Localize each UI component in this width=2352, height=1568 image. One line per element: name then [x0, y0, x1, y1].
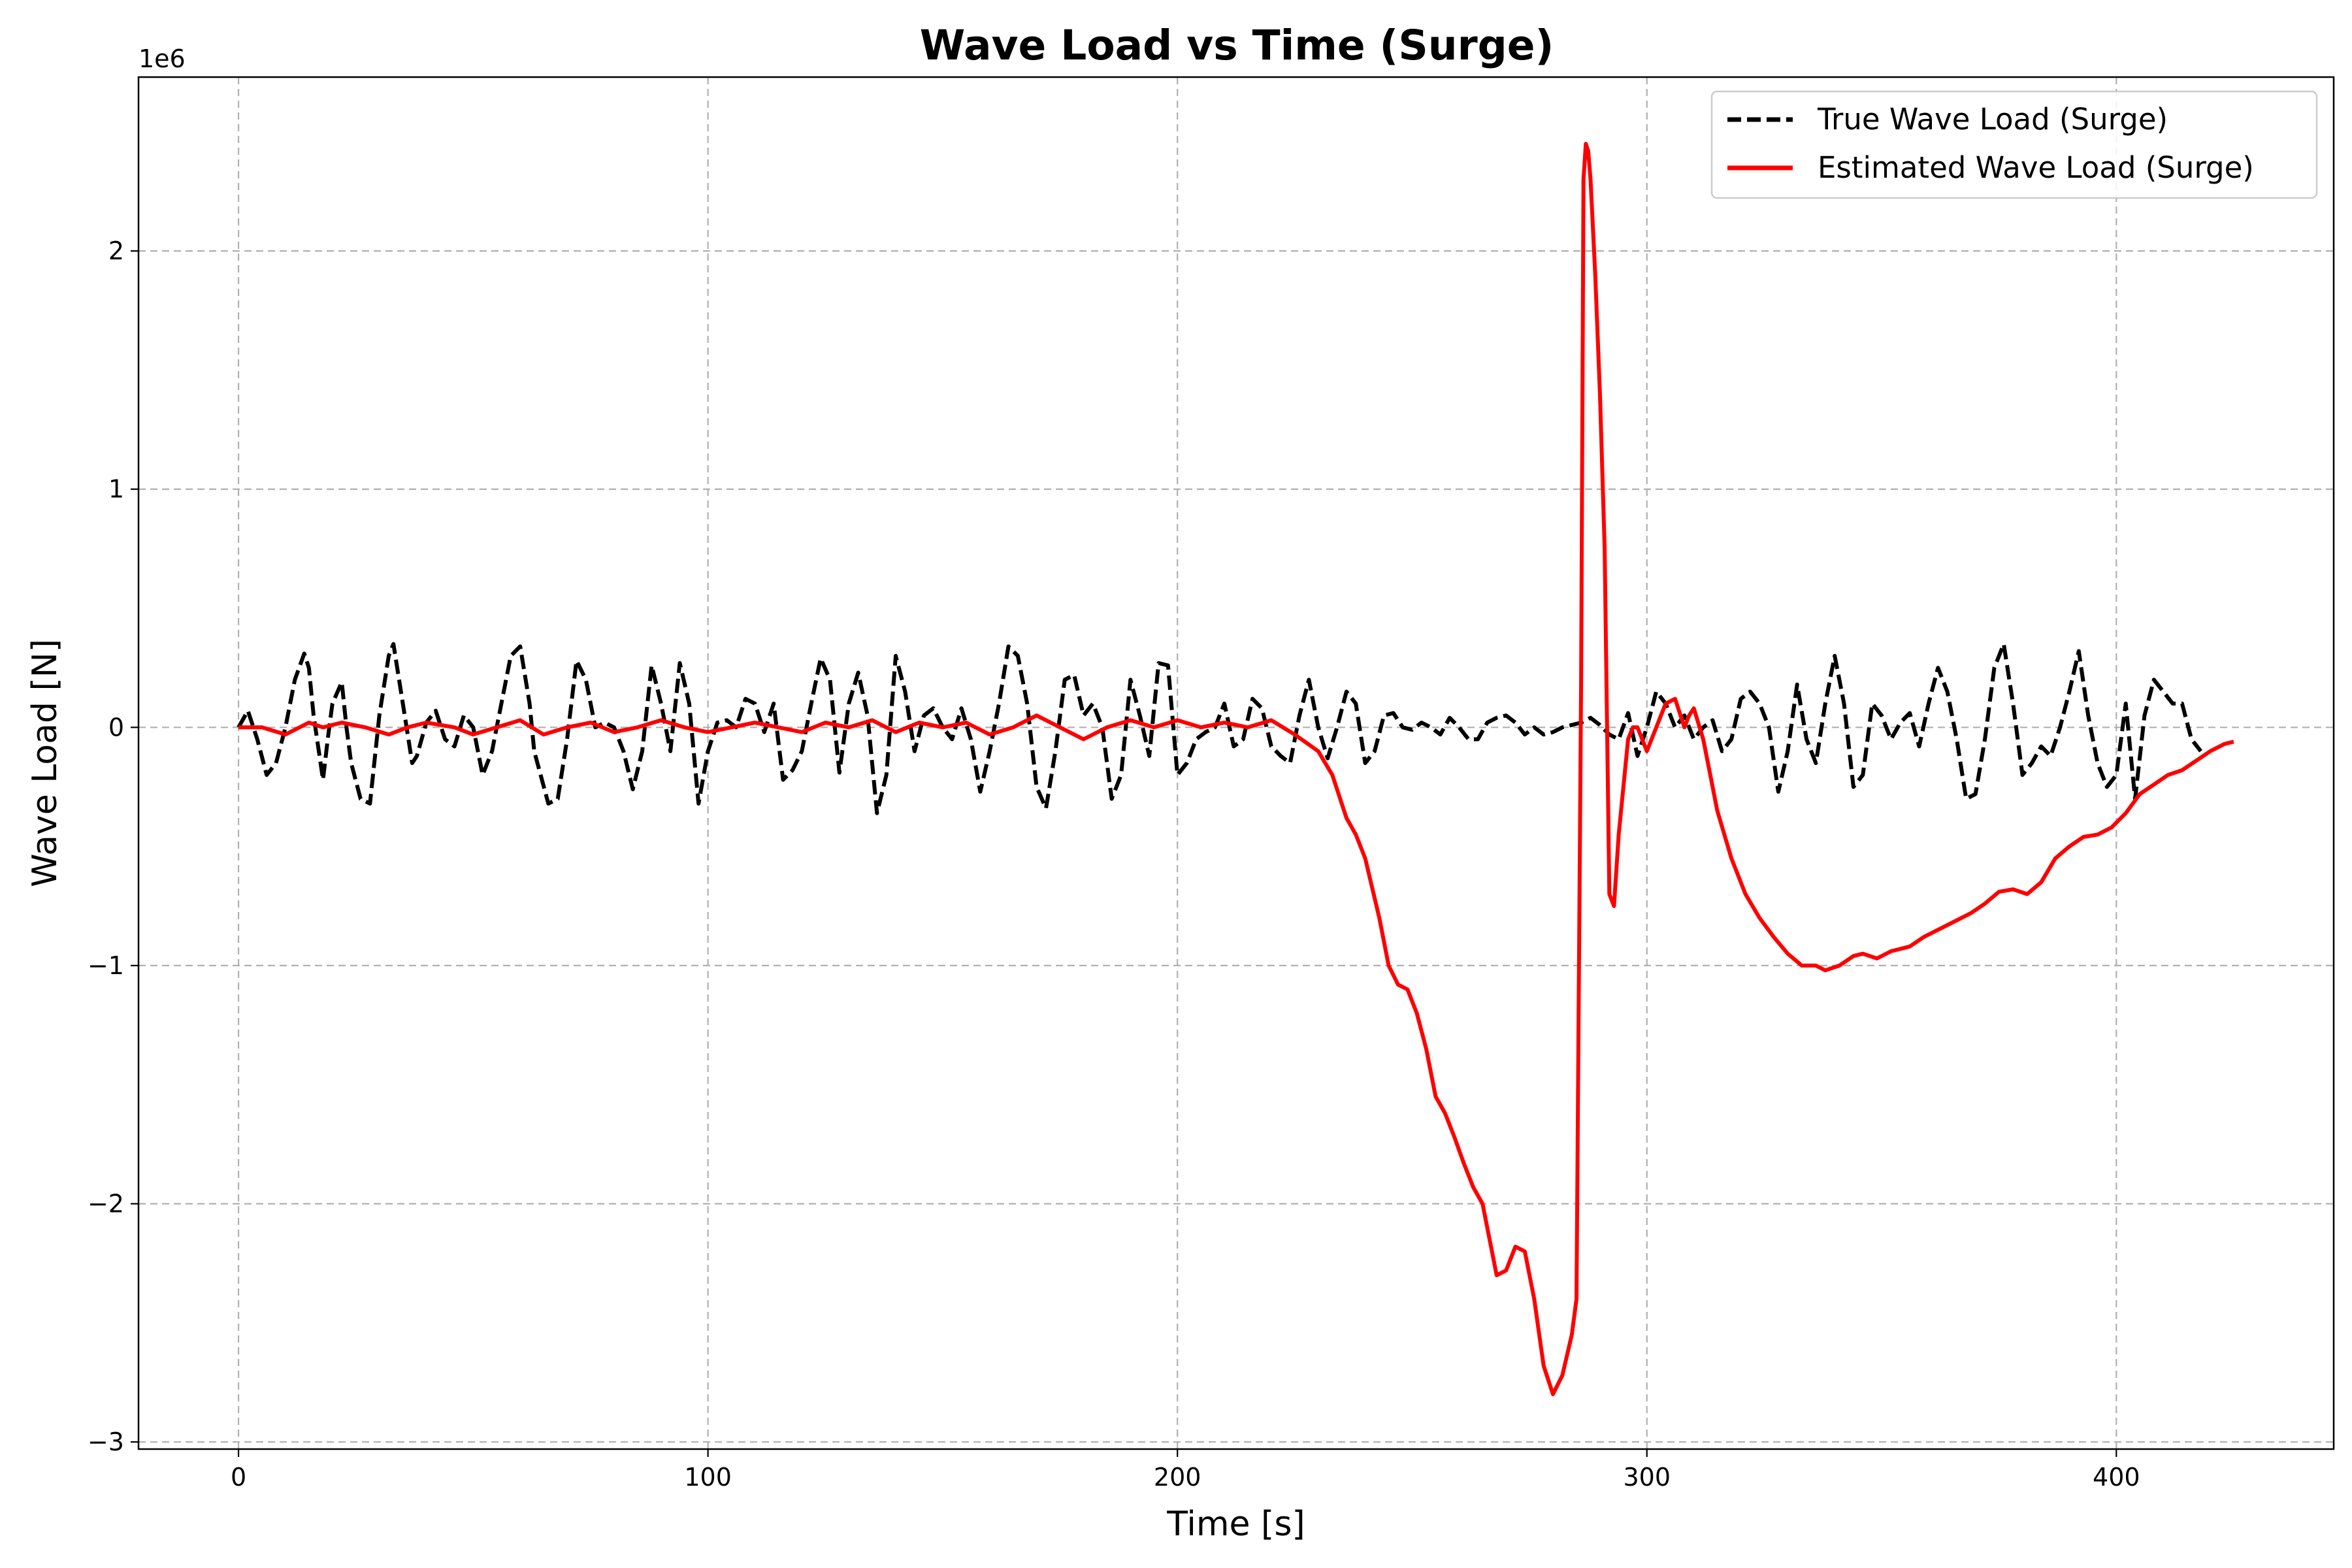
legend: True Wave Load (Surge) Estimated Wave Lo…	[1710, 90, 2318, 199]
y-axis-label: Wave Load [N]	[25, 639, 65, 887]
y-axis-scale-label: 1e6	[139, 44, 186, 73]
x-tick-label: 200	[1154, 1463, 1201, 1492]
chart-title: Wave Load vs Time (Surge)	[920, 22, 1554, 69]
x-tick-label: 0	[231, 1463, 246, 1492]
series-layer	[237, 142, 2234, 1397]
legend-label-estimated-wave-load: Estimated Wave Load (Surge)	[1818, 150, 2254, 185]
y-tick-label: 2	[108, 237, 124, 265]
x-tick-label: 100	[684, 1463, 732, 1492]
series-line-estimated-wave-load	[238, 142, 2234, 1397]
axis-ticks: 0 100 200 300 400 −3 −2 −1 0 1 2	[88, 237, 2140, 1492]
x-tick-label: 400	[2093, 1463, 2140, 1492]
x-tick-label: 300	[1623, 1463, 1671, 1492]
plot-area-frame	[137, 76, 2335, 1450]
y-tick-label: −2	[88, 1189, 124, 1218]
y-tick-label: 1	[108, 475, 124, 504]
y-tick-label: 0	[108, 713, 124, 742]
legend-label-true-wave-load: True Wave Load (Surge)	[1817, 102, 2168, 137]
legend-box	[1710, 90, 2318, 199]
y-tick-label: −1	[88, 951, 124, 980]
x-axis-label: Time [s]	[1166, 1505, 1305, 1544]
y-tick-label: −3	[88, 1428, 124, 1456]
